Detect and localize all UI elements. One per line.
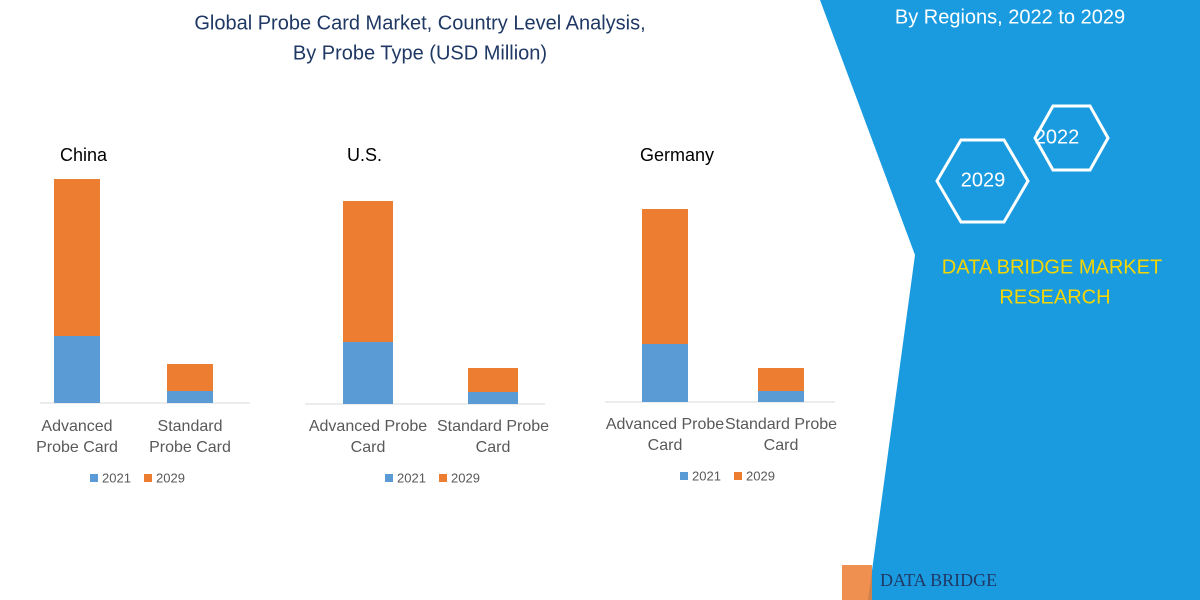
x-tick-label: Advanced Probe Card [308, 418, 428, 456]
legend-label: 2029 [156, 470, 185, 485]
main-title: Global Probe Card Market, Country Level … [194, 12, 645, 34]
bar-segment [343, 201, 393, 342]
bar-segment [167, 364, 213, 391]
legend-swatch [439, 474, 447, 482]
legend-label: 2021 [102, 470, 131, 485]
bar-segment [468, 392, 518, 404]
x-tick-label: Standard Probe Card [436, 418, 550, 456]
legend-label: 2029 [451, 470, 480, 485]
hexagon [1033, 104, 1110, 172]
chart-title: China [60, 145, 108, 165]
legend-swatch [144, 474, 152, 482]
legend-label: 2029 [746, 468, 775, 483]
legend-swatch [680, 472, 688, 480]
bar-segment [642, 209, 688, 344]
bar-segment [343, 342, 393, 404]
bar-segment [54, 179, 100, 336]
bar-segment [167, 391, 213, 403]
legend-swatch [90, 474, 98, 482]
legend-swatch [734, 472, 742, 480]
hex-label: 2022 [1035, 126, 1080, 148]
side-panel [820, 0, 1200, 600]
x-tick-label: Advanced Probe Card [36, 418, 118, 456]
bar-segment [54, 336, 100, 403]
bar-segment [758, 391, 804, 402]
main-subtitle: By Probe Type (USD Million) [293, 42, 547, 64]
hex-label: 2029 [961, 169, 1006, 191]
bar-segment [468, 368, 518, 392]
brand: DATA BRIDGE MARKET [942, 256, 1162, 278]
x-tick-label: Standard Probe Card [149, 418, 231, 456]
chart-title: U.S. [347, 145, 382, 165]
legend-label: 2021 [397, 470, 426, 485]
hexagon [935, 138, 1030, 224]
brand: RESEARCH [999, 286, 1110, 308]
legend-swatch [385, 474, 393, 482]
panel-heading: By Regions, 2022 to 2029 [895, 6, 1125, 28]
logo-icon [842, 565, 872, 600]
x-tick-label: Standard Probe Card [724, 416, 838, 454]
chart-title: Germany [640, 145, 714, 165]
legend-label: 2021 [692, 468, 721, 483]
bar-segment [758, 368, 804, 391]
logo: DATA BRIDGE [880, 570, 997, 590]
x-tick-label: Advanced Probe Card [605, 416, 725, 454]
bar-segment [642, 344, 688, 402]
